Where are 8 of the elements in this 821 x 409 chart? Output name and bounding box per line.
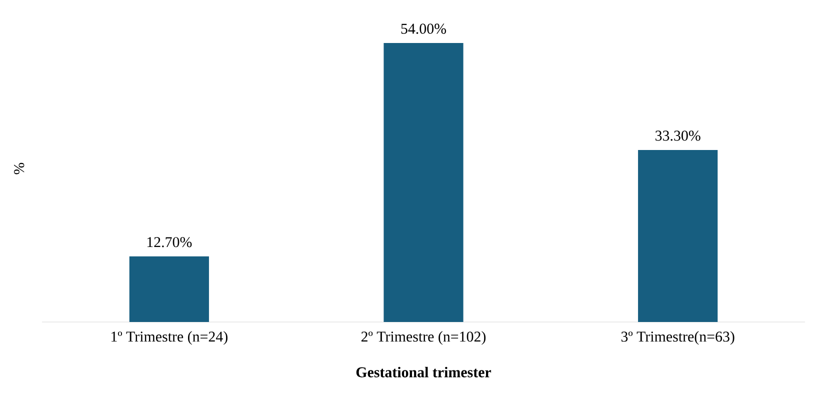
x-tick-label: 2º Trimestre (n=102) bbox=[361, 331, 486, 345]
data-label: 54.00% bbox=[401, 24, 446, 34]
data-label: 33.30% bbox=[656, 130, 700, 141]
x-axis-title: Gestational trimester bbox=[356, 366, 492, 378]
x-tick-label: 3º Trimestre(n=63) bbox=[621, 331, 734, 345]
x-tick-label: 1º Trimestre (n=24) bbox=[112, 331, 228, 345]
y-axis-title: % bbox=[14, 162, 24, 174]
data-label: 12.70% bbox=[147, 237, 192, 248]
